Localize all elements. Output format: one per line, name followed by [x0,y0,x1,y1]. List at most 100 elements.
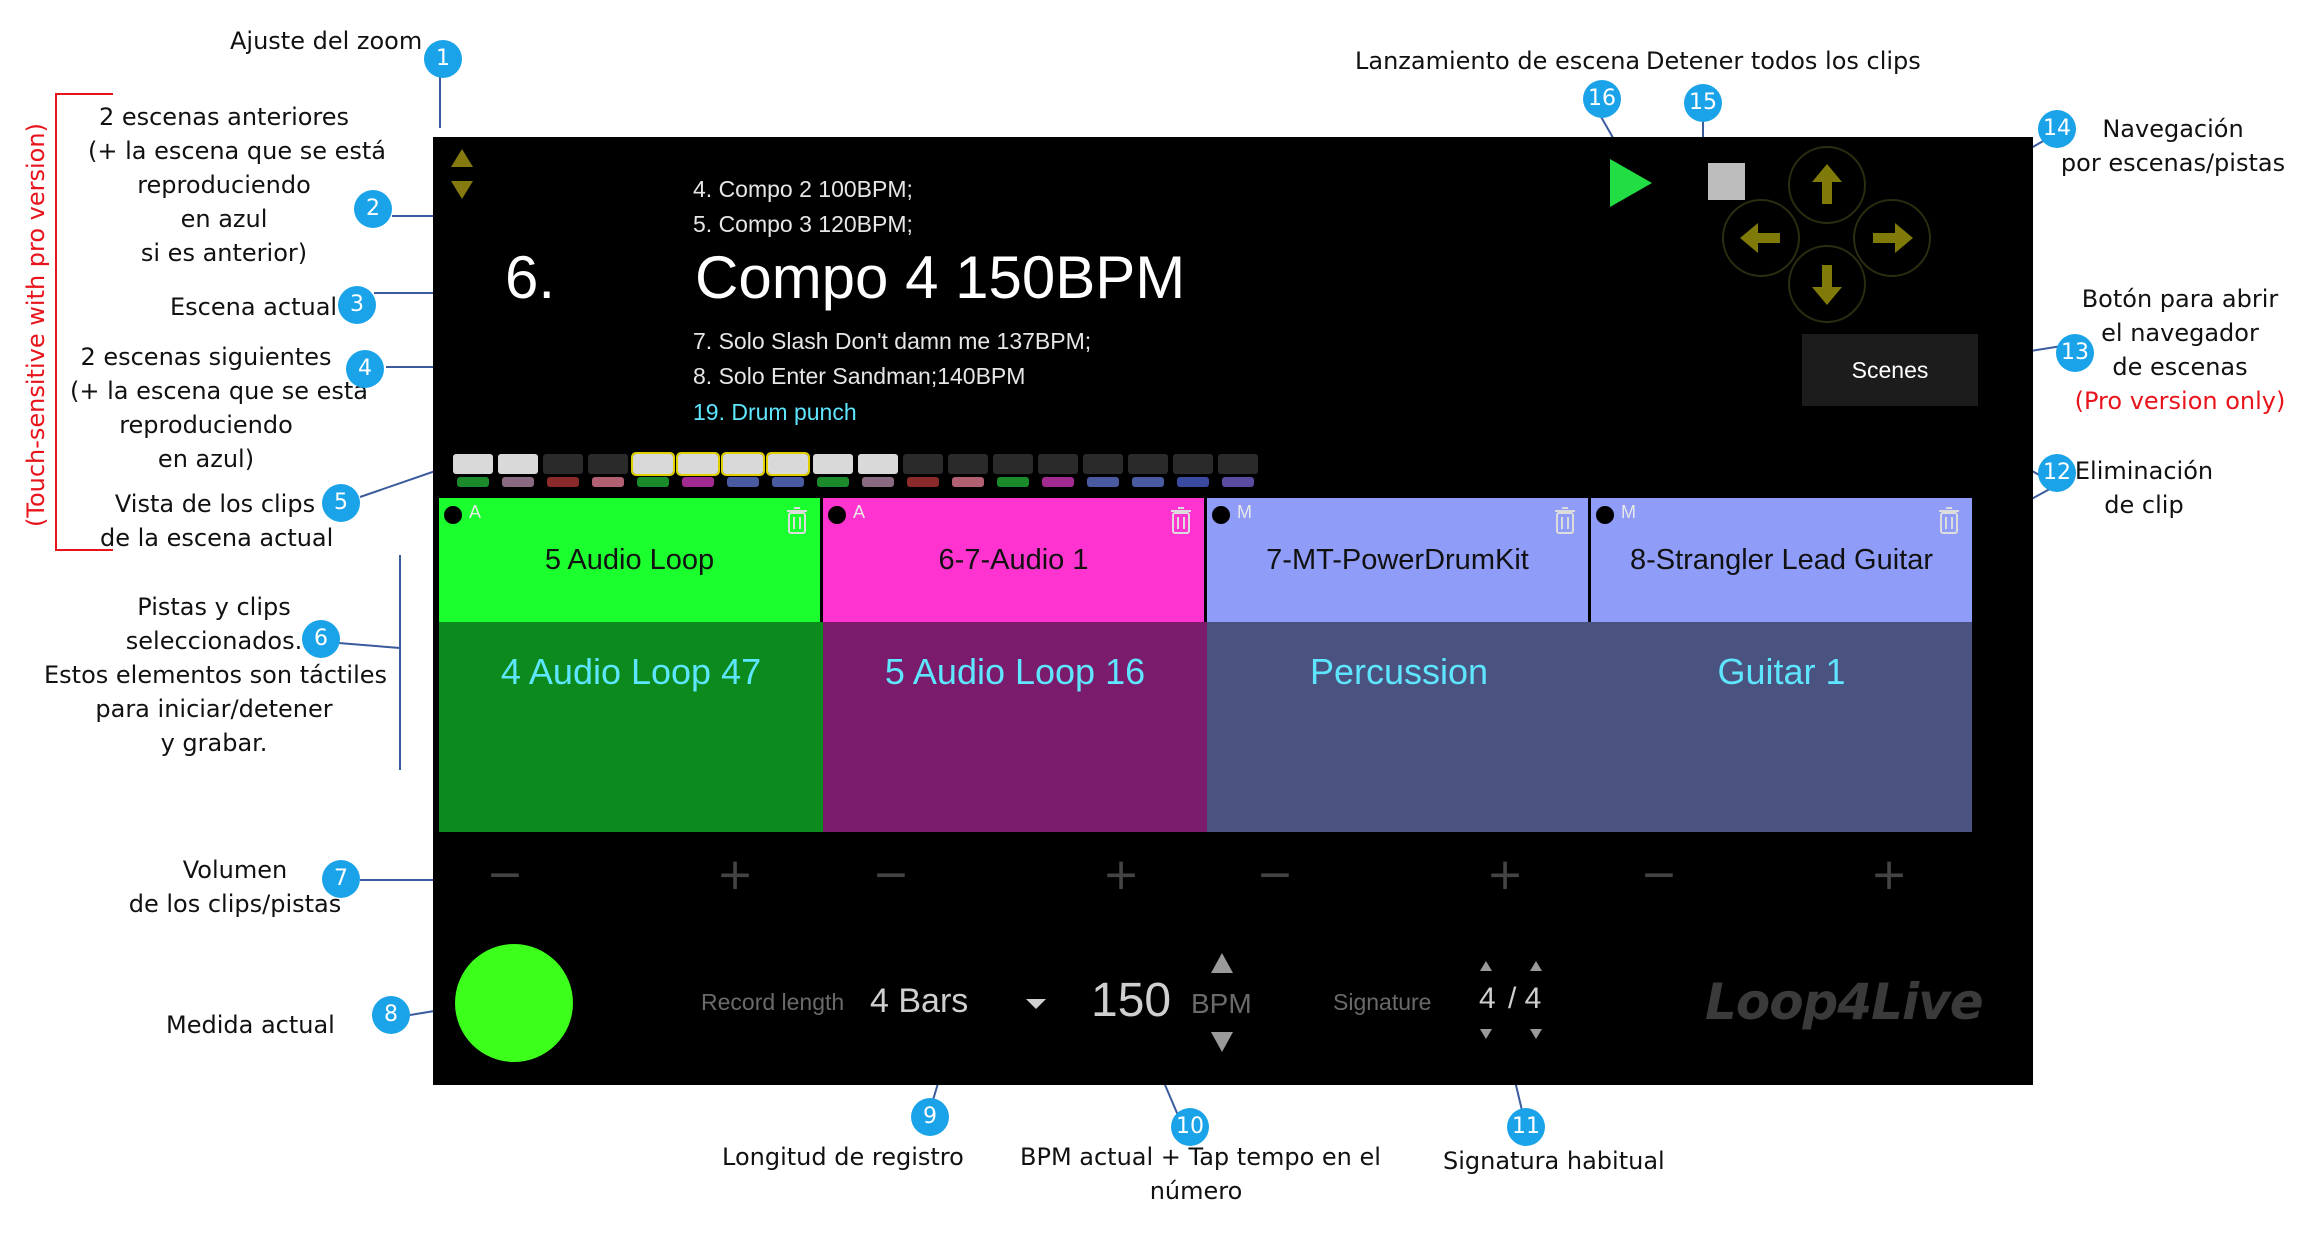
badge-10: 10 [1171,1108,1209,1146]
arrow-up-icon [1812,164,1842,204]
clip-name: 8-Strangler Lead Guitar [1629,544,1934,576]
clip-1[interactable]: A 5 Audio Loop [439,498,820,622]
signature-num-up-icon[interactable] [1480,961,1492,971]
bpm-down-icon[interactable] [1211,1032,1233,1052]
trash-icon[interactable] [1554,506,1576,534]
clip-color-bar [502,477,534,487]
signature-label: Signature [1333,989,1432,1015]
clips-view-annotation: Vista de los clips de la escena actual [100,490,334,552]
arrow-right-icon [1873,223,1913,253]
clip-color-cell [676,452,720,476]
record-dot [1596,506,1614,524]
clip-color-bar [682,477,714,487]
next-scene-1[interactable]: 7. Solo Slash Don't damn me 137BPM; [693,328,1092,354]
zoom-up-icon[interactable] [451,149,473,167]
clip-color-bar [952,477,984,487]
volume-down-3[interactable]: − [1256,849,1294,900]
bpm-value[interactable]: 150 [1091,974,1172,1027]
chevron-down-icon[interactable] [1026,999,1046,1009]
clip-color-bar [907,477,939,487]
trash-icon[interactable] [1170,506,1192,534]
clip-color-bar [862,477,894,487]
red-bracket [55,93,113,551]
track-3[interactable]: Percussion [1207,622,1591,832]
next-scene-2[interactable]: 8. Solo Enter Sandman;140BPM [693,363,1026,389]
prev-scene-1[interactable]: 4. Compo 2 100BPM; [693,176,913,202]
volume-down-4[interactable]: − [1640,849,1678,900]
clip-color-cell [948,454,988,474]
volume-up-4[interactable]: + [1870,849,1908,900]
clip-color-cell [453,454,493,474]
volume-up-2[interactable]: + [1102,849,1140,900]
clip-3[interactable]: M 7-MT-PowerDrumKit [1207,498,1588,622]
clip-color-cell [588,454,628,474]
clip-color-bar [547,477,579,487]
track-4[interactable]: Guitar 1 [1591,622,1972,832]
clip-name: 5 Audio Loop [544,544,715,576]
volume-up-1[interactable]: + [716,849,754,900]
clip-mode: M [1237,502,1252,522]
track-2[interactable]: 5 Audio Loop 16 [823,622,1207,832]
badge-13: 13 [2056,334,2094,372]
record-length-value[interactable]: 4 Bars [870,982,969,1020]
clip-color-cell [543,454,583,474]
volume-down-1[interactable]: − [486,849,524,900]
clip-color-cell [1038,454,1078,474]
bpm-label: BPM [1191,988,1252,1019]
scenes-button[interactable]: Scenes [1802,334,1978,406]
bpm-up-icon[interactable] [1211,953,1233,973]
touch-sensitive-note: (Touch-sensitive with pro version) [22,123,50,527]
clip-color-cell [631,452,675,476]
stop-all-icon[interactable] [1708,163,1745,200]
clip-color-cell [813,454,853,474]
zoom-down-icon[interactable] [451,181,473,199]
signature-num-down-icon[interactable] [1480,1029,1492,1039]
track-1[interactable]: 4 Audio Loop 47 [439,622,823,832]
nav-right-button[interactable] [1853,199,1931,277]
current-scene-annotation: Escena actual [170,293,338,321]
clip-color-cell [1173,454,1213,474]
volume-down-2[interactable]: − [872,849,910,900]
current-scene-name[interactable]: Compo 4 150BPM [695,244,1186,311]
nav-left-button[interactable] [1722,199,1800,277]
clip-color-cell [721,452,765,476]
nav-up-button[interactable] [1788,146,1866,224]
clip-4[interactable]: M 8-Strangler Lead Guitar [1591,498,1972,622]
navigation-annotation: Navegación por escenas/pistas [2060,115,2286,177]
signature-denominator[interactable]: / 4 [1508,982,1542,1015]
badge-3: 3 [338,286,376,324]
playing-scene[interactable]: 19. Drum punch [693,399,857,425]
scene-browser-annotation: Botón para abrir el navegador de escenas … [2074,285,2286,415]
signature-numerator[interactable]: 4 [1479,982,1496,1015]
clip-color-bar [637,477,669,487]
tracks-annotation: Pistas y clips seleccionados. Estos eleme… [44,593,388,757]
trash-icon[interactable] [1938,506,1960,534]
clip-color-bar [1177,477,1209,487]
clip-color-bar [772,477,804,487]
volume-up-3[interactable]: + [1486,849,1524,900]
signature-den-down-icon[interactable] [1530,1029,1542,1039]
clip-color-bar [727,477,759,487]
clip-color-cell [1218,454,1258,474]
clip-delete-annotation: Eliminación de clip [2074,457,2214,519]
clip-color-bar [817,477,849,487]
trash-icon[interactable] [786,506,808,534]
signature-annotation: Signatura habitual [1443,1147,1665,1175]
clip-2[interactable]: A 6-7-Audio 1 [823,498,1204,622]
clip-mode: M [1621,502,1636,522]
scene-launch-play-icon[interactable] [1610,159,1652,207]
clip-color-cell [903,454,943,474]
bpm-annotation: BPM actual + Tap tempo en el número [1020,1143,1381,1205]
signature-den-up-icon[interactable] [1530,961,1542,971]
nav-down-button[interactable] [1788,245,1866,323]
prev-scene-2[interactable]: 5. Compo 3 120BPM; [693,211,913,237]
record-length-annotation: Longitud de registro [722,1143,964,1171]
measure-indicator [455,944,573,1062]
clip-color-cell [993,454,1033,474]
clip-mode: A [853,502,866,522]
clip-color-cell [498,454,538,474]
track-name: 4 Audio Loop 47 [500,651,762,692]
clip-color-cell [1083,454,1123,474]
badge-8: 8 [372,996,410,1034]
clip-color-bar [997,477,1029,487]
